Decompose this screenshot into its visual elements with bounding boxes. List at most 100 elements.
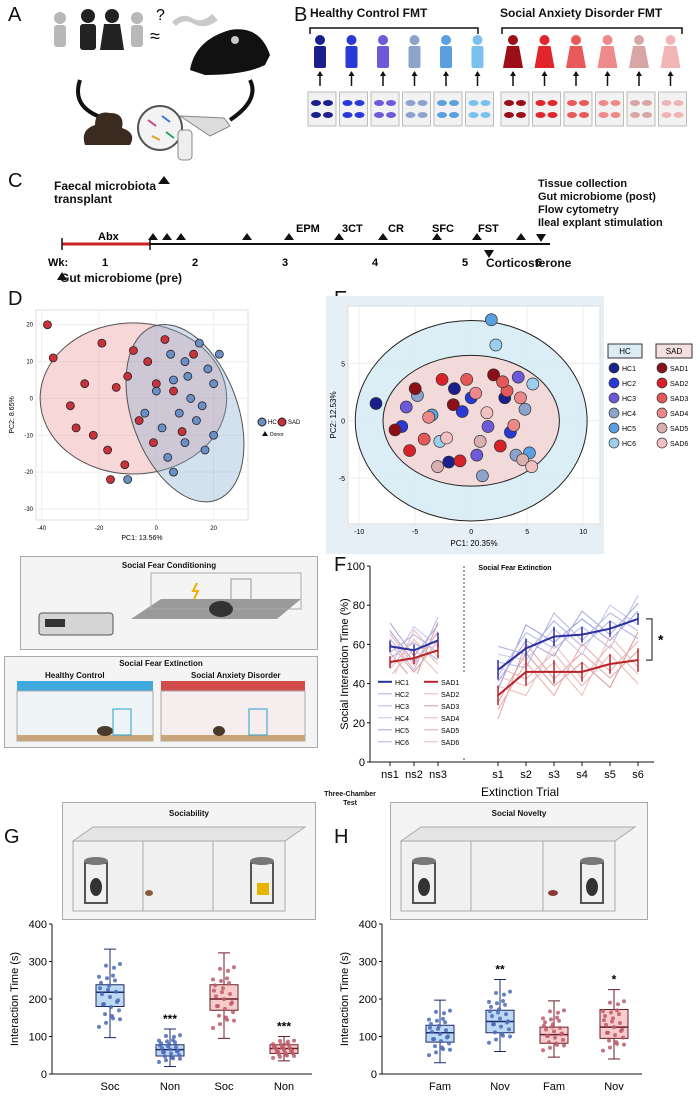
y-tick-label: 300 <box>29 957 47 969</box>
legend-hc-swatch <box>608 377 620 389</box>
donor-arrowhead <box>443 71 449 76</box>
legend-sad-label: SAD3 <box>670 396 688 403</box>
donor-figure-icon <box>377 35 389 86</box>
data-point <box>616 1002 620 1007</box>
x-tick-label: Soc <box>215 1081 234 1093</box>
legend-hc-label: HC2 <box>395 692 409 699</box>
recipient-mouse-icon <box>610 112 621 118</box>
panel-label-d: D <box>8 288 23 310</box>
data-point <box>429 1021 433 1026</box>
gavage-markers <box>148 233 526 240</box>
donor-arrowhead <box>573 71 579 76</box>
data-point <box>621 1035 625 1040</box>
recipient-mouse-icon <box>449 112 459 118</box>
data-point-sad <box>151 379 161 389</box>
donor-figure-icon <box>566 35 586 86</box>
data-point-sad <box>97 338 107 348</box>
sad-legend-header <box>655 343 693 359</box>
data-point <box>447 1041 451 1046</box>
data-point <box>217 1013 221 1018</box>
recipient-mouse-icon <box>311 100 321 106</box>
chart-title: Social Fear Extinction <box>478 565 551 572</box>
data-point <box>224 1015 228 1020</box>
data-point <box>166 1044 170 1049</box>
recipient-mouse-icon <box>673 100 684 106</box>
recipient-mouse-icon <box>468 112 479 118</box>
legend-sad-swatch <box>277 417 287 427</box>
bacteria-icons <box>147 115 175 141</box>
data-point <box>178 1056 182 1061</box>
data-point-sad <box>446 398 460 412</box>
data-point <box>488 1009 492 1014</box>
data-point <box>168 1047 172 1052</box>
data-point <box>101 1002 105 1007</box>
donor-figure-icon <box>345 35 358 86</box>
data-point-sad <box>123 371 133 381</box>
recipient-mouse-icon <box>504 112 514 118</box>
data-point <box>608 1045 612 1050</box>
week-tick: 5 <box>462 257 468 269</box>
individual-line <box>389 626 439 667</box>
y-tick-label: 300 <box>359 957 377 969</box>
data-point <box>443 1020 447 1025</box>
data-point-hc <box>214 349 224 359</box>
data-point-sad <box>422 410 435 424</box>
data-point <box>555 1015 559 1020</box>
sad-fmt-title: Social Anxiety Disorder FMT <box>500 6 663 20</box>
mean-line <box>497 617 639 671</box>
data-point-hc <box>448 382 461 395</box>
panel-label-b: B <box>294 4 308 26</box>
data-point <box>502 992 506 997</box>
donor-head <box>441 35 451 45</box>
data-point-hc <box>163 452 173 462</box>
data-point-sad <box>514 391 527 405</box>
data-point <box>445 1035 449 1040</box>
data-point-sad <box>408 382 422 395</box>
data-point <box>220 990 224 995</box>
data-point-sad <box>177 427 187 436</box>
recipient-mouse-icon <box>547 100 558 106</box>
data-point <box>487 1040 491 1045</box>
sfc-illustration <box>38 572 302 636</box>
data-point-sad <box>431 460 444 473</box>
x-tick-label: ns3 <box>429 769 447 781</box>
individual-line <box>497 640 639 710</box>
panel-d-pca: -40 -20 0 20 20 10 0 -10 -20 -30 PC1: 13.56% PC2: 8… <box>9 309 300 542</box>
event-fst: FST <box>478 223 499 235</box>
recipient-mouse-icon <box>630 112 640 118</box>
data-point <box>562 1008 566 1013</box>
donor-arrowhead <box>348 71 355 76</box>
data-point-hc <box>194 338 204 348</box>
data-point <box>602 1018 606 1023</box>
recipient-mouse-icon <box>354 100 365 106</box>
y-tick-label: -10 <box>24 433 33 439</box>
mouse-cage-icon <box>563 91 593 127</box>
data-point <box>508 989 512 994</box>
data-point-sad <box>388 423 402 437</box>
hc-bracket <box>309 27 479 34</box>
legend-hc-swatch <box>608 392 620 404</box>
data-point-hc <box>200 445 210 455</box>
data-point <box>497 1007 501 1012</box>
donor-body <box>629 46 649 68</box>
recipient-mouse-icon <box>516 112 526 118</box>
data-point <box>223 1006 227 1011</box>
data-point-hc <box>455 405 469 418</box>
y-tick-label: 40 <box>353 679 365 691</box>
data-point-hc <box>169 375 178 385</box>
recipient-mouse-icon <box>661 100 672 106</box>
sad-legend-title: SAD <box>666 347 683 356</box>
data-point <box>490 1014 494 1019</box>
data-point <box>489 1004 493 1009</box>
data-point <box>111 973 115 978</box>
x-tick-label: 0 <box>469 529 473 536</box>
recipient-mouse-icon <box>535 100 546 106</box>
x-tick-label: ns2 <box>405 769 423 781</box>
data-point <box>444 1028 448 1033</box>
data-point <box>288 1046 292 1051</box>
data-point <box>615 1008 619 1013</box>
x-axis-label: Extinction Trial <box>481 785 559 796</box>
y-tick-label: 0 <box>371 1069 377 1081</box>
data-point <box>212 988 216 993</box>
data-point <box>103 1012 107 1017</box>
